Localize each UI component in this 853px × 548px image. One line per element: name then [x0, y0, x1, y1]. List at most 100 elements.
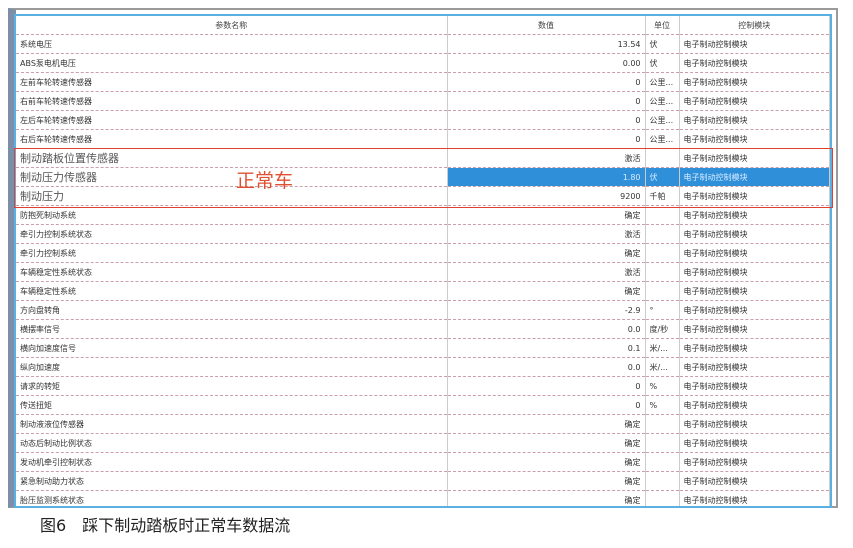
module-cell: 电子制动控制模块 [679, 414, 830, 434]
unit-cell: 公里... [645, 110, 680, 130]
module-cell: 电子制动控制模块 [679, 281, 830, 301]
header-value[interactable]: 数值 [447, 16, 646, 35]
module-cell: 电子制动控制模块 [679, 167, 830, 187]
table-row[interactable]: 方向盘转角 -2.9 ° 电子制动控制模块 [16, 300, 830, 320]
module-cell: 电子制动控制模块 [679, 452, 830, 472]
header-unit[interactable]: 单位 [645, 16, 680, 35]
table-row[interactable]: 牵引力控制系统 确定 电子制动控制模块 [16, 243, 830, 263]
unit-cell: 千帕 [645, 186, 680, 206]
table-row[interactable]: 横向加速度信号 0.1 米/... 电子制动控制模块 [16, 338, 830, 358]
header-param-name[interactable]: 参数名称 [16, 16, 448, 35]
table-row[interactable]: 左后车轮转速传感器 0 公里... 电子制动控制模块 [16, 110, 830, 130]
unit-cell: 伏 [645, 167, 680, 187]
param-name-cell: 右后车轮转速传感器 [16, 129, 448, 149]
value-cell: 0.1 [447, 338, 646, 358]
table-row[interactable]: 纵向加速度 0.0 米/... 电子制动控制模块 [16, 357, 830, 377]
table-row[interactable]: 紧急制动助力状态 确定 电子制动控制模块 [16, 471, 830, 491]
table-row[interactable]: 防抱死制动系统 确定 电子制动控制模块 [16, 205, 830, 225]
table-row[interactable]: 发动机牵引控制状态 确定 电子制动控制模块 [16, 452, 830, 472]
table-row[interactable]: ABS泵电机电压 0.00 伏电子制动控制模块 [16, 53, 830, 73]
table-row[interactable]: 牵引力控制系统状态 激活 电子制动控制模块 [16, 224, 830, 244]
value-cell: 确定 [447, 205, 646, 225]
table-row[interactable]: 请求的转矩 0% 电子制动控制模块 [16, 376, 830, 396]
param-name-cell: 请求的转矩 [16, 376, 448, 396]
param-name-cell: 防抱死制动系统 [16, 205, 448, 225]
table-row[interactable]: 传送扭矩 0% 电子制动控制模块 [16, 395, 830, 415]
module-cell: 电子制动控制模块 [679, 376, 830, 396]
unit-cell [645, 148, 680, 168]
value-cell: 0 [447, 376, 646, 396]
unit-cell [645, 490, 680, 506]
table-row[interactable]: 胎压监测系统状态 确定 电子制动控制模块 [16, 490, 830, 506]
unit-cell: 伏 [645, 34, 680, 54]
param-name-cell: 纵向加速度 [16, 357, 448, 377]
table-row[interactable]: 车辆稳定性系统状态 激活 电子制动控制模块 [16, 262, 830, 282]
table-header: 参数名称 数值 单位 控制模块 [16, 16, 830, 35]
value-cell: 确定 [447, 471, 646, 491]
param-name-cell: 左前车轮转速传感器 [16, 72, 448, 92]
module-cell: 电子制动控制模块 [679, 262, 830, 282]
unit-cell: 伏 [645, 53, 680, 73]
unit-cell: % [645, 376, 680, 396]
param-name-cell: 紧急制动助力状态 [16, 471, 448, 491]
module-cell: 电子制动控制模块 [679, 433, 830, 453]
module-cell: 电子制动控制模块 [679, 357, 830, 377]
unit-cell [645, 471, 680, 491]
value-cell: 确定 [447, 490, 646, 506]
param-name-cell: 制动压力 [16, 186, 448, 206]
table-row[interactable]: 制动压力 9200 千帕 电子制动控制模块 [16, 186, 830, 206]
unit-cell: 公里... [645, 91, 680, 111]
caption-text: 踩下制动踏板时正常车数据流 [82, 516, 291, 535]
table-row[interactable]: 右后车轮转速传感器 0 公里... 电子制动控制模块 [16, 129, 830, 149]
value-cell: 13.54 [447, 34, 646, 54]
table-row[interactable]: 横摆率信号 0.0 度/秒 电子制动控制模块 [16, 319, 830, 339]
unit-cell [645, 433, 680, 453]
value-cell: 确定 [447, 452, 646, 472]
param-name-cell: 右前车轮转速传感器 [16, 91, 448, 111]
unit-cell [645, 414, 680, 434]
unit-cell [645, 281, 680, 301]
table-row[interactable]: 右前车轮转速传感器 0 公里... 电子制动控制模块 [16, 91, 830, 111]
unit-cell [645, 224, 680, 244]
param-name-cell: 牵引力控制系统状态 [16, 224, 448, 244]
module-cell: 电子制动控制模块 [679, 395, 830, 415]
module-cell: 电子制动控制模块 [679, 72, 830, 92]
header-module[interactable]: 控制模块 [679, 16, 830, 35]
module-cell: 电子制动控制模块 [679, 243, 830, 263]
module-cell: 电子制动控制模块 [679, 148, 830, 168]
module-cell: 电子制动控制模块 [679, 490, 830, 506]
param-name-cell: 胎压监测系统状态 [16, 490, 448, 506]
annotation-label: 正常车 [236, 170, 294, 192]
table-row[interactable]: 制动踏板位置传感器 激活 电子制动控制模块 [16, 148, 830, 168]
table-row[interactable]: 左前车轮转速传感器 0 公里... 电子制动控制模块 [16, 72, 830, 92]
module-cell: 电子制动控制模块 [679, 91, 830, 111]
table-row[interactable]: 车辆稳定性系统 确定 电子制动控制模块 [16, 281, 830, 301]
table-row[interactable]: 系统电压 13.54 伏电子制动控制模块 [16, 34, 830, 54]
table-row[interactable]: 制动液液位传感器 确定 电子制动控制模块 [16, 414, 830, 434]
table-row[interactable]: 动态后制动比例状态 确定 电子制动控制模块 [16, 433, 830, 453]
unit-cell: 度/秒 [645, 319, 680, 339]
module-cell: 电子制动控制模块 [679, 300, 830, 320]
param-name-cell: 横摆率信号 [16, 319, 448, 339]
module-cell: 电子制动控制模块 [679, 34, 830, 54]
param-name-cell: 制动踏板位置传感器 [16, 148, 448, 168]
unit-cell [645, 452, 680, 472]
table-row[interactable]: 制动压力传感器 1.80 伏电子制动控制模块 [16, 167, 830, 187]
unit-cell: 公里... [645, 129, 680, 149]
param-name-cell: 发动机牵引控制状态 [16, 452, 448, 472]
value-cell: 确定 [447, 281, 646, 301]
param-name-cell: 车辆稳定性系统状态 [16, 262, 448, 282]
param-name-cell: 左后车轮转速传感器 [16, 110, 448, 130]
module-cell: 电子制动控制模块 [679, 319, 830, 339]
param-name-cell: 系统电压 [16, 34, 448, 54]
param-name-cell: ABS泵电机电压 [16, 53, 448, 73]
unit-cell [645, 205, 680, 225]
value-cell: 0 [447, 72, 646, 92]
module-cell: 电子制动控制模块 [679, 205, 830, 225]
module-cell: 电子制动控制模块 [679, 224, 830, 244]
data-stream-table-container: 参数名称 数值 单位 控制模块 系统电压 13.54 伏电子制动控制模块 ABS泵电机… [14, 14, 832, 508]
unit-cell [645, 243, 680, 263]
value-cell: 0 [447, 129, 646, 149]
param-name-cell: 车辆稳定性系统 [16, 281, 448, 301]
param-name-cell: 方向盘转角 [16, 300, 448, 320]
